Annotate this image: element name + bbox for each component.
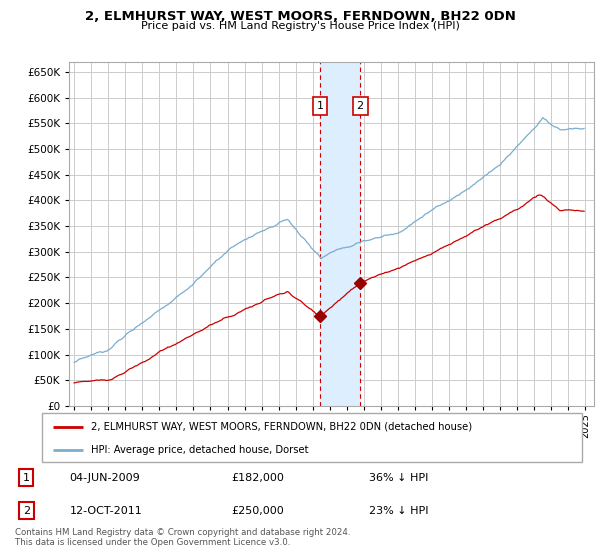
Bar [320,62,360,406]
Text: Contains HM Land Registry data © Crown copyright and database right 2024.
This d: Contains HM Land Registry data © Crown c… [15,528,350,547]
Text: 1: 1 [23,473,30,483]
Text: £250,000: £250,000 [231,506,284,516]
Text: 1: 1 [316,101,323,111]
Text: HPI: Average price, detached house, Dorset: HPI: Average price, detached house, Dors… [91,445,308,455]
Text: 23% ↓ HPI: 23% ↓ HPI [369,506,428,516]
Text: 2, ELMHURST WAY, WEST MOORS, FERNDOWN, BH22 0DN: 2, ELMHURST WAY, WEST MOORS, FERNDOWN, B… [85,10,515,23]
Text: £182,000: £182,000 [231,473,284,483]
Text: 36% ↓ HPI: 36% ↓ HPI [369,473,428,483]
Text: 2, ELMHURST WAY, WEST MOORS, FERNDOWN, BH22 0DN (detached house): 2, ELMHURST WAY, WEST MOORS, FERNDOWN, B… [91,422,472,432]
Text: Price paid vs. HM Land Registry's House Price Index (HPI): Price paid vs. HM Land Registry's House … [140,21,460,31]
Text: 12-OCT-2011: 12-OCT-2011 [70,506,142,516]
Text: 2: 2 [356,101,364,111]
Text: 2: 2 [23,506,30,516]
Text: 04-JUN-2009: 04-JUN-2009 [70,473,140,483]
